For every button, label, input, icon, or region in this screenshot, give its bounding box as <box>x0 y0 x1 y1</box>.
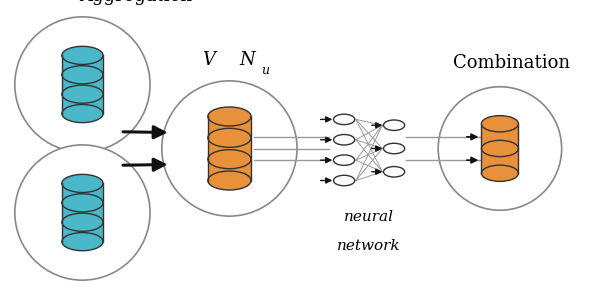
Circle shape <box>383 120 404 130</box>
Text: Aggregation: Aggregation <box>79 0 192 5</box>
Polygon shape <box>62 55 103 113</box>
Ellipse shape <box>481 116 518 132</box>
Circle shape <box>383 143 404 154</box>
Ellipse shape <box>62 46 103 64</box>
Text: Combination: Combination <box>453 54 570 72</box>
Ellipse shape <box>62 85 103 103</box>
Circle shape <box>334 175 355 186</box>
Ellipse shape <box>208 128 251 147</box>
Ellipse shape <box>208 171 251 190</box>
Ellipse shape <box>62 105 103 123</box>
Ellipse shape <box>62 213 103 231</box>
Ellipse shape <box>15 17 150 152</box>
Ellipse shape <box>15 145 150 280</box>
Text: N: N <box>239 51 255 69</box>
Ellipse shape <box>438 87 562 210</box>
Circle shape <box>334 135 355 145</box>
Ellipse shape <box>62 66 103 84</box>
Polygon shape <box>208 116 251 181</box>
Ellipse shape <box>481 140 518 157</box>
Text: network: network <box>337 239 401 253</box>
Ellipse shape <box>162 81 297 216</box>
Polygon shape <box>62 184 103 242</box>
Ellipse shape <box>208 107 251 126</box>
Ellipse shape <box>62 233 103 251</box>
Ellipse shape <box>481 165 518 181</box>
Circle shape <box>334 155 355 165</box>
Ellipse shape <box>208 150 251 169</box>
Text: V: V <box>202 51 215 69</box>
Circle shape <box>334 114 355 125</box>
Polygon shape <box>481 124 518 173</box>
Ellipse shape <box>62 174 103 192</box>
Ellipse shape <box>62 194 103 212</box>
Circle shape <box>383 167 404 177</box>
Text: u: u <box>261 64 269 77</box>
Text: neural: neural <box>344 210 394 224</box>
